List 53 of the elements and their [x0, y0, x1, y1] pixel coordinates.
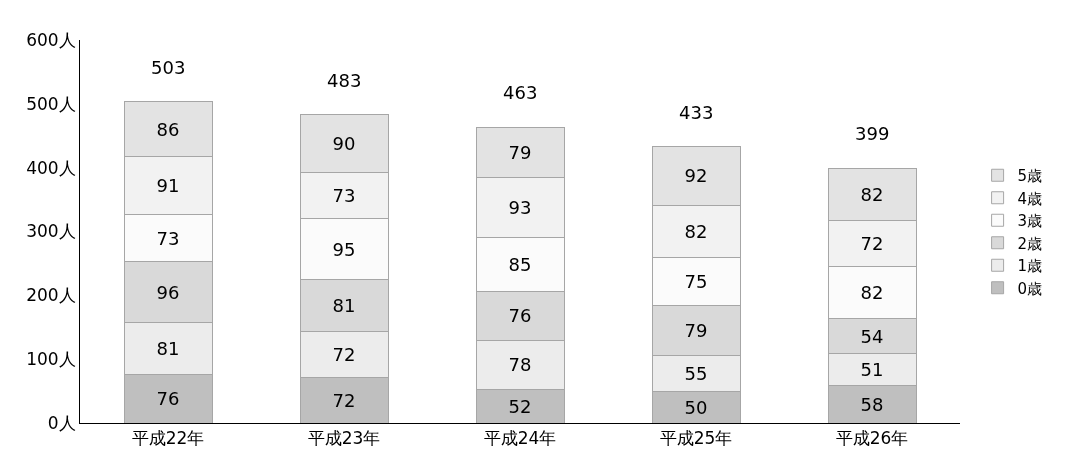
total-label: 399: [855, 123, 890, 144]
data-label: 81: [332, 294, 356, 316]
data-label: 90: [332, 132, 356, 154]
data-label: 72: [332, 343, 356, 365]
y-tick-label: 300人: [26, 221, 76, 242]
y-tick-label: 500人: [26, 93, 76, 114]
y-tick-label: 200人: [26, 285, 76, 306]
data-label: 58: [860, 393, 884, 415]
data-label: 73: [332, 184, 356, 206]
data-label: 96: [156, 281, 180, 303]
total-label: 433: [679, 102, 714, 123]
data-label: 72: [860, 233, 884, 255]
data-label: 79: [508, 142, 532, 164]
data-label: 86: [156, 118, 180, 140]
data-label: 92: [684, 165, 708, 187]
data-label: 93: [508, 197, 532, 219]
total-label: 463: [503, 82, 538, 103]
y-tick-label: 100人: [26, 349, 76, 370]
data-label: 85: [508, 253, 532, 275]
x-tick-label: 平成24年: [483, 428, 557, 449]
y-tick-label: 0人: [47, 412, 76, 433]
legend-label: 3歳: [1017, 212, 1043, 231]
total-label: 503: [151, 57, 186, 78]
data-label: 55: [684, 363, 708, 385]
data-label: 52: [508, 395, 532, 417]
data-label: 81: [156, 338, 180, 360]
data-label: 95: [332, 238, 356, 260]
data-label: 76: [508, 305, 532, 327]
data-label: 73: [156, 227, 180, 249]
data-label: 91: [156, 175, 180, 197]
x-tick-label: 平成22年: [131, 428, 205, 449]
data-label: 82: [860, 183, 884, 205]
legend-label: 4歳: [1017, 189, 1043, 208]
total-label: 483: [327, 70, 362, 91]
data-label: 54: [860, 325, 884, 347]
data-label: 79: [684, 320, 708, 342]
legend-label: 1歳: [1017, 257, 1043, 276]
y-tick-label: 600人: [26, 29, 76, 50]
x-tick-label: 平成23年: [307, 428, 381, 449]
data-label: 82: [860, 282, 884, 304]
data-label: 82: [684, 221, 708, 242]
data-label: 75: [684, 271, 708, 293]
y-tick-label: 400人: [26, 157, 76, 178]
data-label: 51: [860, 359, 884, 381]
x-tick-label: 平成26年: [835, 428, 909, 449]
legend-label: 2歳: [1017, 234, 1043, 253]
legend-label: 0歳: [1017, 279, 1043, 298]
legend-label: 5歳: [1017, 167, 1043, 186]
data-label: 76: [156, 388, 180, 410]
data-label: 50: [684, 396, 708, 418]
data-label: 78: [508, 354, 532, 376]
x-tick-label: 平成25年: [659, 428, 733, 449]
data-label: 72: [332, 389, 356, 411]
